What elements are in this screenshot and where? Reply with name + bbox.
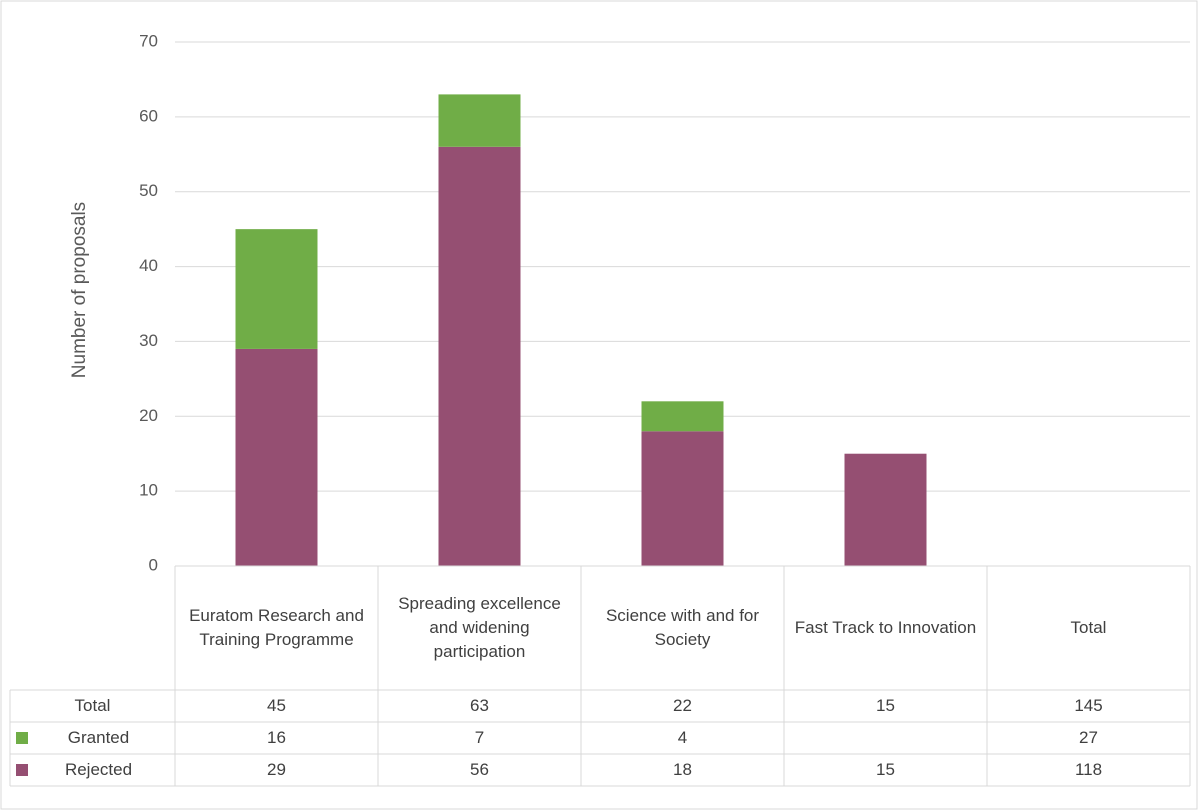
table-value: 118 [1074, 760, 1103, 779]
table-value: 7 [474, 728, 485, 747]
table-value: 22 [673, 696, 692, 715]
y-tick-label: 50 [139, 181, 158, 200]
legend-key [16, 764, 28, 776]
table-value [784, 722, 987, 754]
bar-segment [235, 229, 318, 349]
bar-segment [844, 453, 927, 566]
table-value: 29 [267, 760, 286, 779]
bar-segment [641, 401, 724, 432]
bar-segment [235, 348, 318, 566]
table-value: 45 [267, 696, 286, 715]
table-value: 145 [1074, 696, 1103, 715]
bar-segment [641, 431, 724, 566]
row-label: Rejected [64, 760, 133, 779]
legend-key [16, 732, 28, 744]
table-value: 15 [876, 760, 895, 779]
category-label: Euratom Research and Training Programme [189, 606, 364, 649]
table-value: 27 [1079, 728, 1098, 747]
table-value: 4 [677, 728, 688, 747]
y-tick-label: 40 [139, 256, 158, 275]
bar-segment [438, 146, 521, 567]
bar-segment [438, 94, 521, 147]
y-tick-label: 70 [139, 31, 158, 50]
category-label: Total [1070, 618, 1107, 637]
row-label: Granted [67, 728, 130, 747]
table-value: 63 [470, 696, 489, 715]
y-tick-label: 60 [139, 106, 158, 125]
y-tick-label: 20 [139, 406, 158, 425]
category-label: Spreading excellence and widening partic… [398, 594, 561, 661]
table-value: 18 [673, 760, 692, 779]
table-value: 15 [876, 696, 895, 715]
table-value: 56 [470, 760, 489, 779]
category-label: Science with and for Society [605, 606, 760, 649]
row-label: Total [74, 696, 111, 715]
table-value: 16 [267, 728, 286, 747]
y-tick-label: 10 [139, 481, 158, 500]
category-label: Fast Track to Innovation [794, 618, 977, 637]
y-axis-label: Number of proposals [69, 202, 90, 378]
y-tick-label: 30 [139, 331, 158, 350]
y-tick-label: 0 [149, 555, 158, 574]
